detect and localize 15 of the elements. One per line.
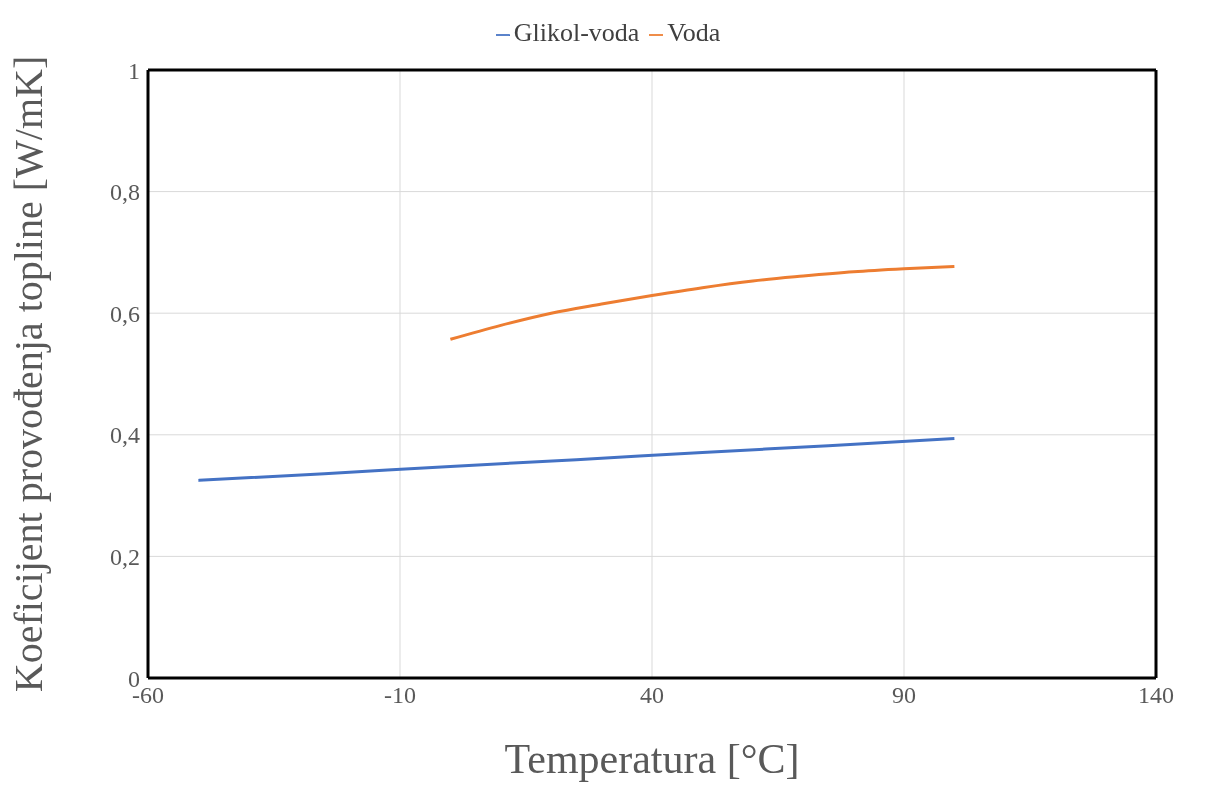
y-tick-label: 1 (128, 57, 140, 84)
x-axis-title: Temperatura [°C] (504, 736, 800, 782)
line-series (448, 264, 956, 341)
legend-label: Voda (667, 18, 721, 47)
y-tick-label: 0,4 (110, 422, 140, 449)
y-axis-title: Koeficijent provođenja topline [W/mK] (6, 55, 52, 693)
x-tick-label: 140 (1138, 682, 1174, 709)
y-tick-label: 0,2 (110, 543, 140, 570)
x-tick-label: 40 (640, 682, 664, 709)
line-series (196, 436, 956, 482)
x-tick-label: -10 (384, 682, 416, 709)
x-tick-label: 90 (892, 682, 916, 709)
legend-label: Glikol-voda (513, 18, 640, 47)
y-tick-label: 0,8 (110, 179, 140, 206)
y-tick-label: 0,6 (110, 300, 140, 327)
